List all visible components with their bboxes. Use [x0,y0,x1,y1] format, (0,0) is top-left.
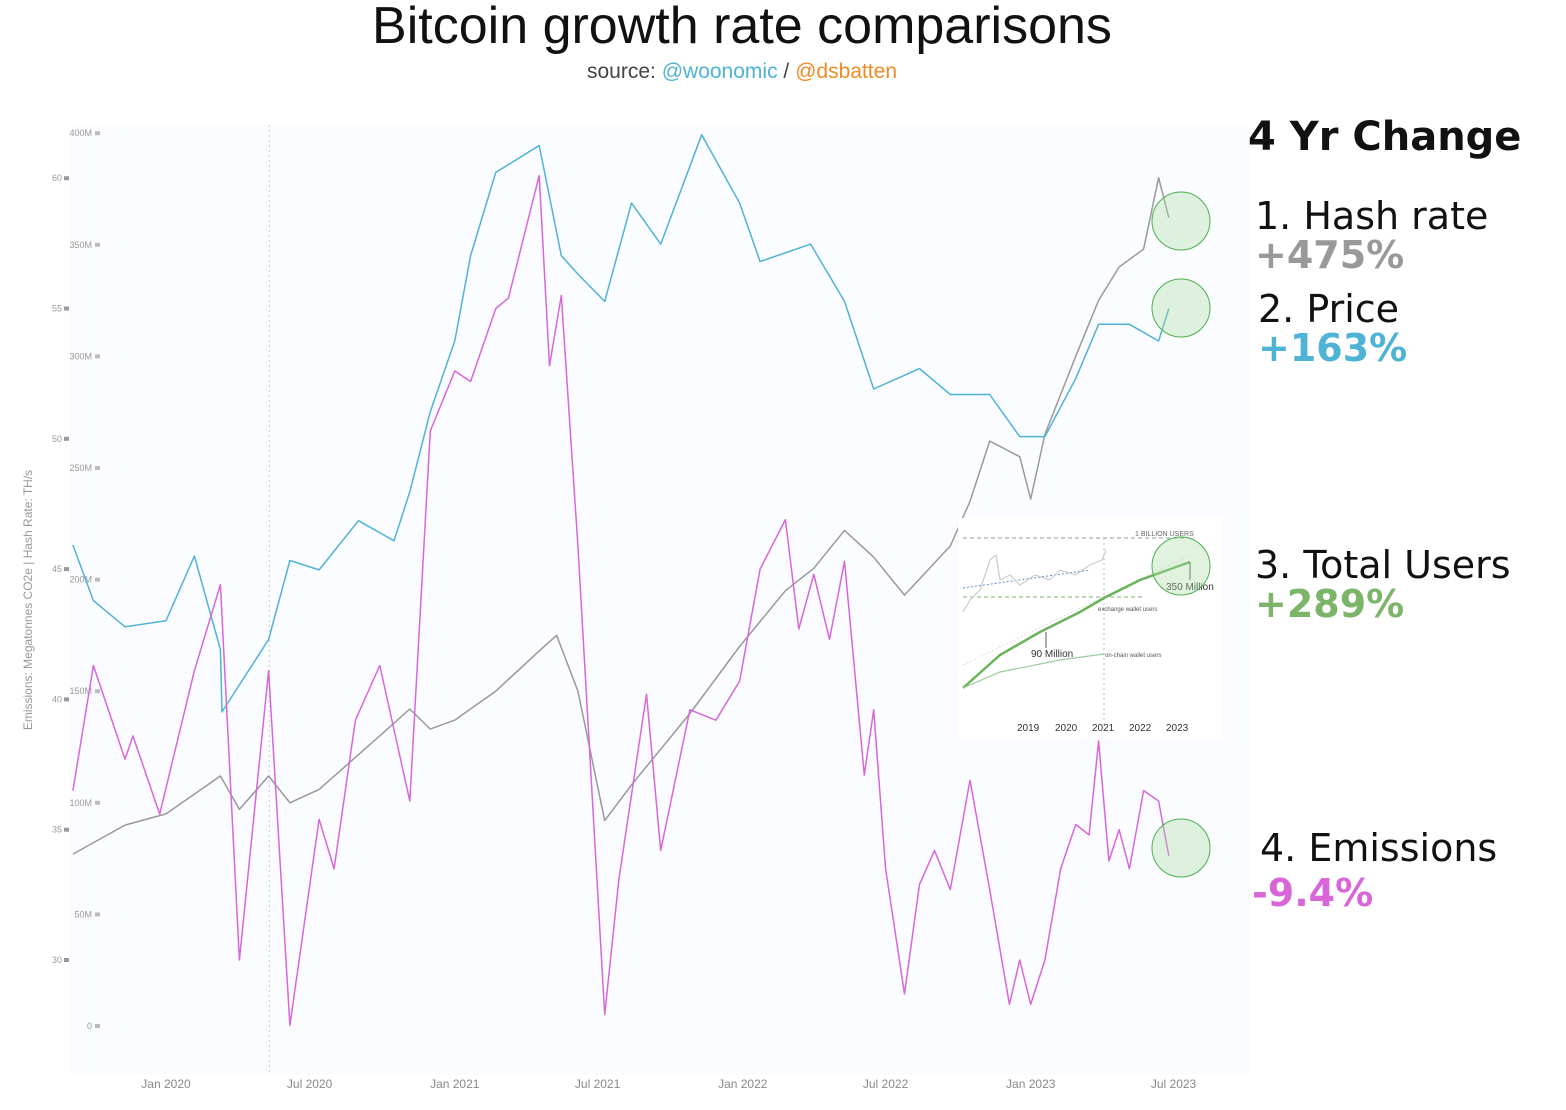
hash-axis-tick-mark [95,1024,100,1028]
x-axis-tick: Jan 2020 [141,1077,191,1091]
emissions-axis-tick: 50 [52,434,62,444]
y-axis-label: Emissions: Megatonnes CO2e | Hash Rate: … [21,470,35,730]
hash-axis-tick: 300M [69,351,92,361]
emissions-axis-tick: 45 [52,564,62,574]
hash-axis-tick-mark [95,242,100,247]
emissions-axis-tick: 60 [52,173,62,183]
x-axis-tick: Jan 2022 [718,1077,768,1091]
annotation-price: 2. Price +163% [1258,287,1408,370]
inset-year: 2022 [1129,723,1152,734]
x-axis-tick: Jan 2023 [1006,1077,1056,1091]
annotation-label: 4. Emissions [1260,826,1498,870]
inset-year: 2023 [1166,723,1189,734]
source-dsbatten[interactable]: @dsbatten [795,60,897,83]
emissions-axis-tick-mark [64,306,69,311]
emissions-axis-tick: 35 [52,825,62,835]
hash-axis-tick: 50M [74,909,92,919]
emissions-axis-tick-mark [64,567,69,572]
annotation-hash-rate: 1. Hash rate +475% [1255,194,1489,277]
inset-total-users-line [962,560,1191,689]
emissions-end-marker [1151,818,1211,878]
chart-title: Bitcoin growth rate comparisons [372,0,1112,55]
annotation-label: 2. Price [1258,287,1400,331]
hash-axis-tick-mark [95,577,100,582]
inset-price-line [962,549,1107,613]
emissions-axis-tick-mark [64,176,69,181]
annotation-total-users: 3. Total Users +289% [1255,543,1511,626]
hash-axis-tick-mark [95,131,100,136]
x-axis-tick: Jul 2021 [575,1077,621,1091]
price-end-marker [1151,278,1211,338]
emissions-axis-tick-mark [64,697,69,702]
hash-axis-tick-mark [95,354,100,359]
inset-year: 2021 [1092,723,1115,734]
annotation-label: 3. Total Users [1255,543,1511,587]
users-end-marker [1151,536,1211,596]
emissions-axis-tick-mark [64,827,69,832]
inset-year: 2020 [1055,723,1078,734]
users-inset: 1 BILLION USERS 350 Million 90 Million e… [958,518,1222,738]
annotation-value: -9.4% [1252,871,1374,915]
source-prefix: source: [587,60,656,83]
series-hash-rate-line [72,176,1170,855]
source-woonomic[interactable]: @woonomic [661,60,778,83]
inset-onchain-label: on-chain wallet users [1105,653,1161,659]
inset-onchain-line [962,653,1105,689]
chart-subtitle: source: @woonomic / @dsbatten [0,60,1484,84]
hash-rate-end-marker [1151,191,1211,251]
source-separator: / [783,60,790,83]
hash-axis-tick: 400M [69,128,92,138]
emissions-axis-tick: 55 [52,304,62,314]
hash-axis-tick: 100M [69,798,92,808]
annotation-emissions: 4. Emissions -9.4% [1252,826,1498,912]
emissions-axis-tick: 30 [52,955,62,965]
x-axis-tick: Jul 2020 [287,1077,333,1091]
inset-year: 2019 [1017,723,1040,734]
annotation-label: 1. Hash rate [1255,194,1489,238]
emissions-axis-tick: 40 [52,694,62,704]
inset-exchange-label: exchange wallet users [1098,607,1157,613]
hash-axis-tick-mark [95,912,100,917]
annotation-value: +289% [1255,582,1405,626]
hash-axis-tick-mark [95,466,100,470]
emissions-axis-tick-mark [64,436,69,441]
inset-mid-label: 90 Million [1031,649,1073,660]
annotation-value: +163% [1258,326,1408,370]
inset-blue-trend [962,569,1091,589]
x-axis-tick: Jan 2021 [430,1077,480,1091]
inset-top-label: 1 BILLION USERS [1135,531,1194,538]
annotation-value: +475% [1255,233,1405,277]
hash-axis-tick: 200M [69,575,92,585]
hash-axis-tick: 150M [69,686,92,696]
hash-axis-tick-mark [95,800,100,805]
panel-title: 4 Yr Change [1248,114,1522,160]
hash-axis-tick-mark [95,689,100,694]
hash-axis-tick: 250M [69,463,92,473]
hash-axis-tick: 0 [87,1021,92,1031]
series-price-line [72,134,1170,713]
inset-background [958,518,1222,738]
hash-axis-tick: 350M [69,240,92,250]
inset-end-label: 350 Million [1166,582,1214,593]
x-axis-tick: Jul 2023 [1151,1077,1197,1091]
x-axis-tick: Jul 2022 [863,1077,909,1091]
emissions-axis-tick-mark [64,958,69,962]
series-emissions-line [72,174,1170,1026]
